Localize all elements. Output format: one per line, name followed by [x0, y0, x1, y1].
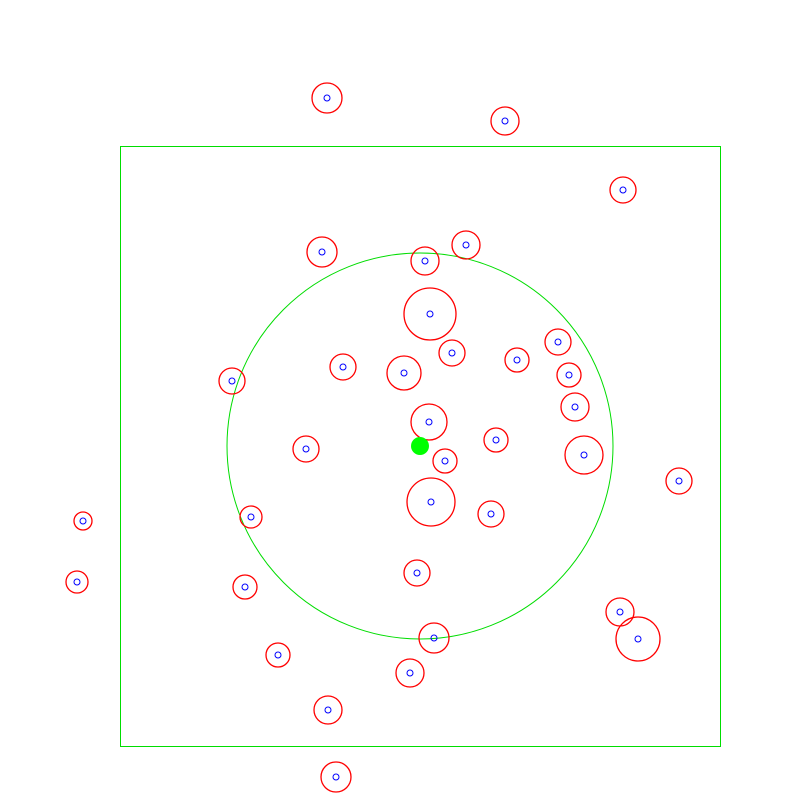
query-point: [411, 437, 429, 455]
